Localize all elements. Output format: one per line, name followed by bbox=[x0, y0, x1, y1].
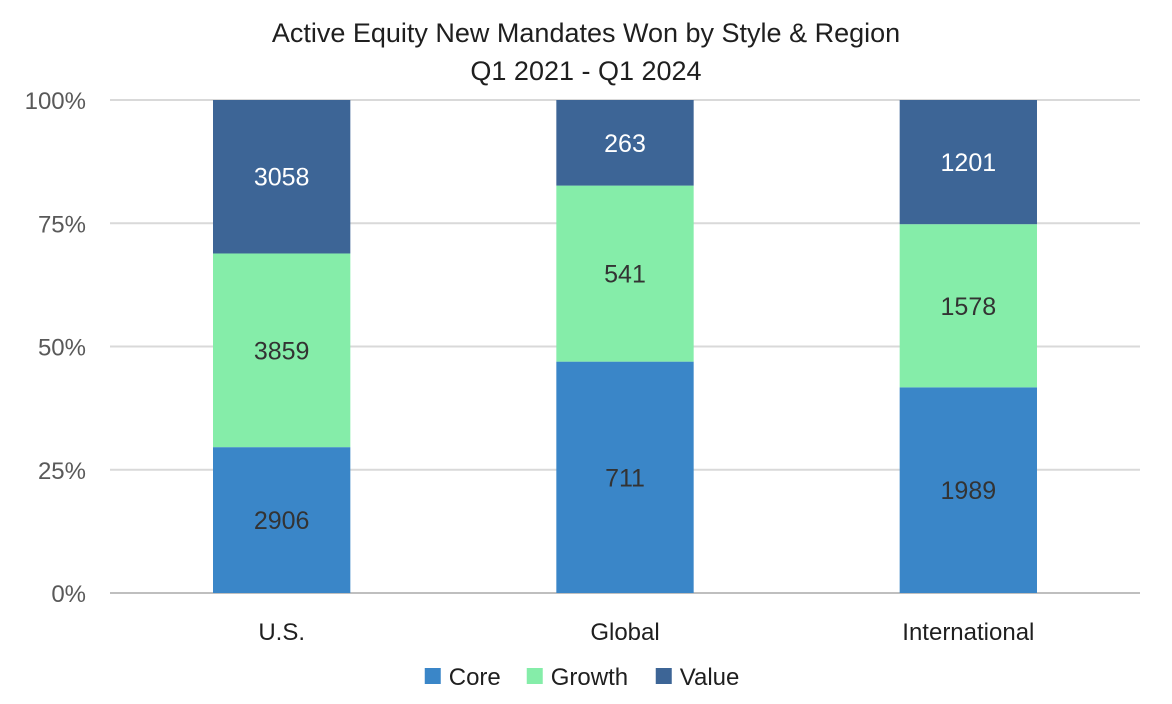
legend: Core Growth Value bbox=[424, 664, 740, 691]
bar-segment-growth bbox=[899, 224, 1037, 388]
bar-segment-growth bbox=[213, 253, 351, 448]
legend-swatch-growth bbox=[526, 668, 543, 684]
legend-label: Growth bbox=[551, 664, 628, 691]
data-label: 263 bbox=[604, 130, 646, 158]
x-category-label: International bbox=[902, 619, 1034, 646]
y-axis-ticks: 0% 25% 50% 75% 100% bbox=[25, 88, 86, 608]
data-label: 2906 bbox=[254, 507, 310, 535]
data-label: 711 bbox=[605, 464, 645, 492]
y-tick-label: 75% bbox=[38, 211, 86, 238]
data-label: 3859 bbox=[254, 337, 310, 365]
bar-segment-core bbox=[899, 387, 1037, 593]
data-label: 3058 bbox=[254, 164, 310, 192]
data-label: 1201 bbox=[941, 149, 997, 177]
legend-label: Core bbox=[449, 664, 501, 691]
y-tick-label: 100% bbox=[25, 88, 86, 115]
chart-title: Active Equity New Mandates Won by Style … bbox=[272, 18, 900, 48]
bar-segment-growth bbox=[556, 185, 694, 362]
bar-segment-value bbox=[213, 100, 351, 254]
bar-segment-core bbox=[556, 361, 694, 593]
bar-segment-core bbox=[213, 447, 351, 593]
data-label: 1578 bbox=[941, 293, 997, 321]
data-label: 541 bbox=[604, 261, 646, 289]
x-category-label: U.S. bbox=[258, 619, 305, 646]
y-tick-label: 25% bbox=[38, 458, 86, 485]
x-axis-categories: U.S. Global International bbox=[258, 619, 1034, 646]
data-label: 1989 bbox=[941, 477, 997, 505]
bar-segment-value bbox=[556, 100, 694, 186]
y-tick-label: 0% bbox=[51, 581, 86, 608]
legend-swatch-core bbox=[424, 668, 441, 684]
x-category-label: Global bbox=[590, 619, 659, 646]
bars: 2906 3859 3058 711 541 263 1989 1578 1201 bbox=[213, 100, 1037, 593]
chart-subtitle: Q1 2021 - Q1 2024 bbox=[470, 56, 701, 86]
legend-swatch-value bbox=[655, 668, 672, 684]
y-tick-label: 50% bbox=[38, 335, 86, 362]
bar-segment-value bbox=[899, 100, 1037, 225]
legend-label: Value bbox=[680, 664, 740, 691]
